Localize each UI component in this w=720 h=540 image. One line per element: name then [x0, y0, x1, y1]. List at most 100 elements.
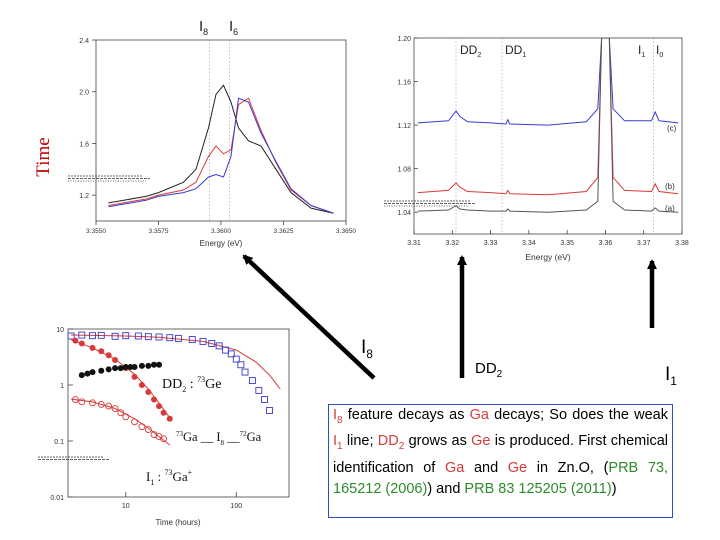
chart3-point-s3 [111, 405, 119, 412]
chart2-trace-label-c: (c) [667, 124, 677, 133]
chart3-point-s0 [227, 350, 235, 358]
chart3-point-s2 [98, 367, 105, 374]
chart3-point-s1 [138, 382, 145, 388]
chart2-series-line-2 [417, 37, 679, 213]
chart1-x-tick-label: 3.3575 [149, 228, 169, 235]
chart3-point-s2 [84, 370, 91, 377]
chart2-y-tick-label: 1.12 [397, 123, 411, 130]
chart2-series-line-1 [417, 37, 679, 196]
chart3-y-tick-label: 0.01 [50, 495, 64, 502]
callout-i1: I1 [665, 364, 677, 388]
chart1-x-tick-label: 3.3600 [211, 228, 231, 235]
time-label: Time [33, 137, 54, 177]
chart3-point-s0 [215, 342, 223, 350]
panel-bottom-left-bg [28, 318, 300, 530]
chart3-point-s3 [131, 418, 138, 426]
chart2-noise-lines [384, 200, 476, 207]
chart3-point-s3 [105, 402, 113, 410]
caption-box: I8 feature decays as Ga decays; So does … [328, 404, 673, 518]
chart2-x-tick-label: 3.33 [484, 240, 498, 247]
chart3-point-s3 [117, 409, 125, 417]
chart2-trace-label-b: (b) [665, 182, 675, 191]
chart3-point-s0 [144, 333, 152, 341]
chart1-x-tick-label: 3.3650 [336, 228, 356, 235]
chart3-point-s0 [188, 336, 196, 343]
chart3-point-s0 [166, 334, 174, 342]
chart3-point-s1 [78, 340, 85, 347]
chart3-point-s0 [208, 340, 216, 347]
chart3-point-s0 [266, 407, 273, 414]
chart3-point-s0 [199, 337, 207, 345]
chart3-x-axis-label: Time (hours) [155, 518, 200, 527]
chart2-x-axis-label: Energy (eV) [525, 252, 571, 262]
chart3-x-tick-label: 100 [230, 503, 242, 510]
chart2-label-i0: I0 [656, 43, 663, 59]
chart3-point-s1 [150, 396, 157, 403]
chart3-point-s0 [237, 361, 245, 369]
panel-top-right-bg [380, 30, 696, 268]
chart3-point-s2 [78, 372, 85, 379]
chart3-point-s2 [112, 365, 119, 372]
chart3-frame [67, 328, 290, 498]
chart2-x-tick-label: 3.34 [522, 240, 536, 247]
chart3-point-s3 [71, 396, 79, 403]
chart3-point-s1 [112, 356, 119, 363]
chart2-label-dd2: DD2 [460, 43, 481, 59]
chart3-y-tick-label: 1 [60, 383, 64, 390]
chart3-point-s0 [78, 331, 86, 339]
chart1-series-line-1 [108, 97, 334, 214]
chart1-label-i6: I6 [229, 18, 238, 37]
chart3-point-s0 [261, 396, 268, 403]
chart1-noise-lines [68, 175, 150, 182]
chart3-point-s1 [131, 373, 138, 380]
chart3-point-s0 [89, 332, 96, 340]
chart3-point-s0 [248, 377, 256, 385]
chart2-x-tick-label: 3.38 [675, 240, 689, 247]
chart3-point-s1 [166, 415, 173, 422]
chart3-y-tick-label: 10 [56, 327, 64, 334]
chart2-x-tick-label: 3.35 [560, 240, 574, 247]
chart2-trace-label-a: (a) [665, 204, 675, 213]
chart3-point-s1 [156, 403, 163, 410]
chart3-point-s3 [160, 435, 168, 443]
chart1-label-i8: I8 [199, 18, 208, 37]
chart2-x-tick-label: 3.32 [445, 240, 459, 247]
chart3-point-s2 [117, 365, 124, 372]
arrow-i8 [242, 254, 376, 380]
chart1-x-tick-label: 3.3625 [274, 228, 294, 235]
chart2-y-tick-label: 1.20 [397, 36, 411, 43]
chart3-point-s0 [122, 332, 130, 340]
chart3-point-s3 [138, 423, 146, 431]
chart1-y-tick-label: 2.0 [79, 90, 89, 97]
chart3-noise-lines [38, 456, 110, 460]
chart1-y-tick-label: 1.6 [79, 141, 89, 148]
arrows [242, 254, 657, 380]
chart3-point-s2 [150, 361, 157, 368]
chart3-point-s2 [127, 363, 134, 370]
chart3-fit-curve-0 [71, 334, 281, 390]
chart3-point-s1 [89, 344, 96, 351]
chart2-y-tick-label: 1.04 [397, 210, 411, 217]
chart3-point-s2 [131, 363, 138, 370]
chart2-x-tick-label: 3.36 [599, 240, 613, 247]
panel-top-left-bg [50, 18, 370, 250]
chart3-point-s3 [155, 433, 163, 441]
chart3-point-s2 [145, 362, 152, 369]
chart3-point-s0 [155, 333, 163, 341]
panel-top-right: 1.04 1.08 1.12 1.16 1.20 3.31 3.32 3.33 3.34 3.3… [380, 30, 696, 268]
chart1-x-axis-label: Energy (eV) [200, 239, 243, 248]
chart3-x-tick-label: 10 [122, 503, 130, 510]
chart1-y-tick-label: 1.2 [79, 193, 89, 200]
chart3-annotation-ga: 73Ga __ I8 __72Ga [176, 430, 262, 447]
panel-bottom-left: 10 1 0.1 0.01 10 100 Time (hours) DD2 : 73Ge… [28, 318, 300, 530]
chart3-point-s1 [98, 348, 105, 355]
chart2-x-tick-label: 3.37 [637, 240, 651, 247]
chart3-point-s1 [145, 388, 152, 395]
chart3-point-s1 [160, 409, 167, 416]
chart1-y-tick-label: 2.4 [79, 38, 89, 45]
chart2-label-dd1: DD1 [505, 43, 526, 59]
chart2-x-tick-label: 3.31 [407, 240, 421, 247]
chart3-point-s2 [156, 361, 163, 368]
chart3-point-s0 [241, 368, 249, 376]
